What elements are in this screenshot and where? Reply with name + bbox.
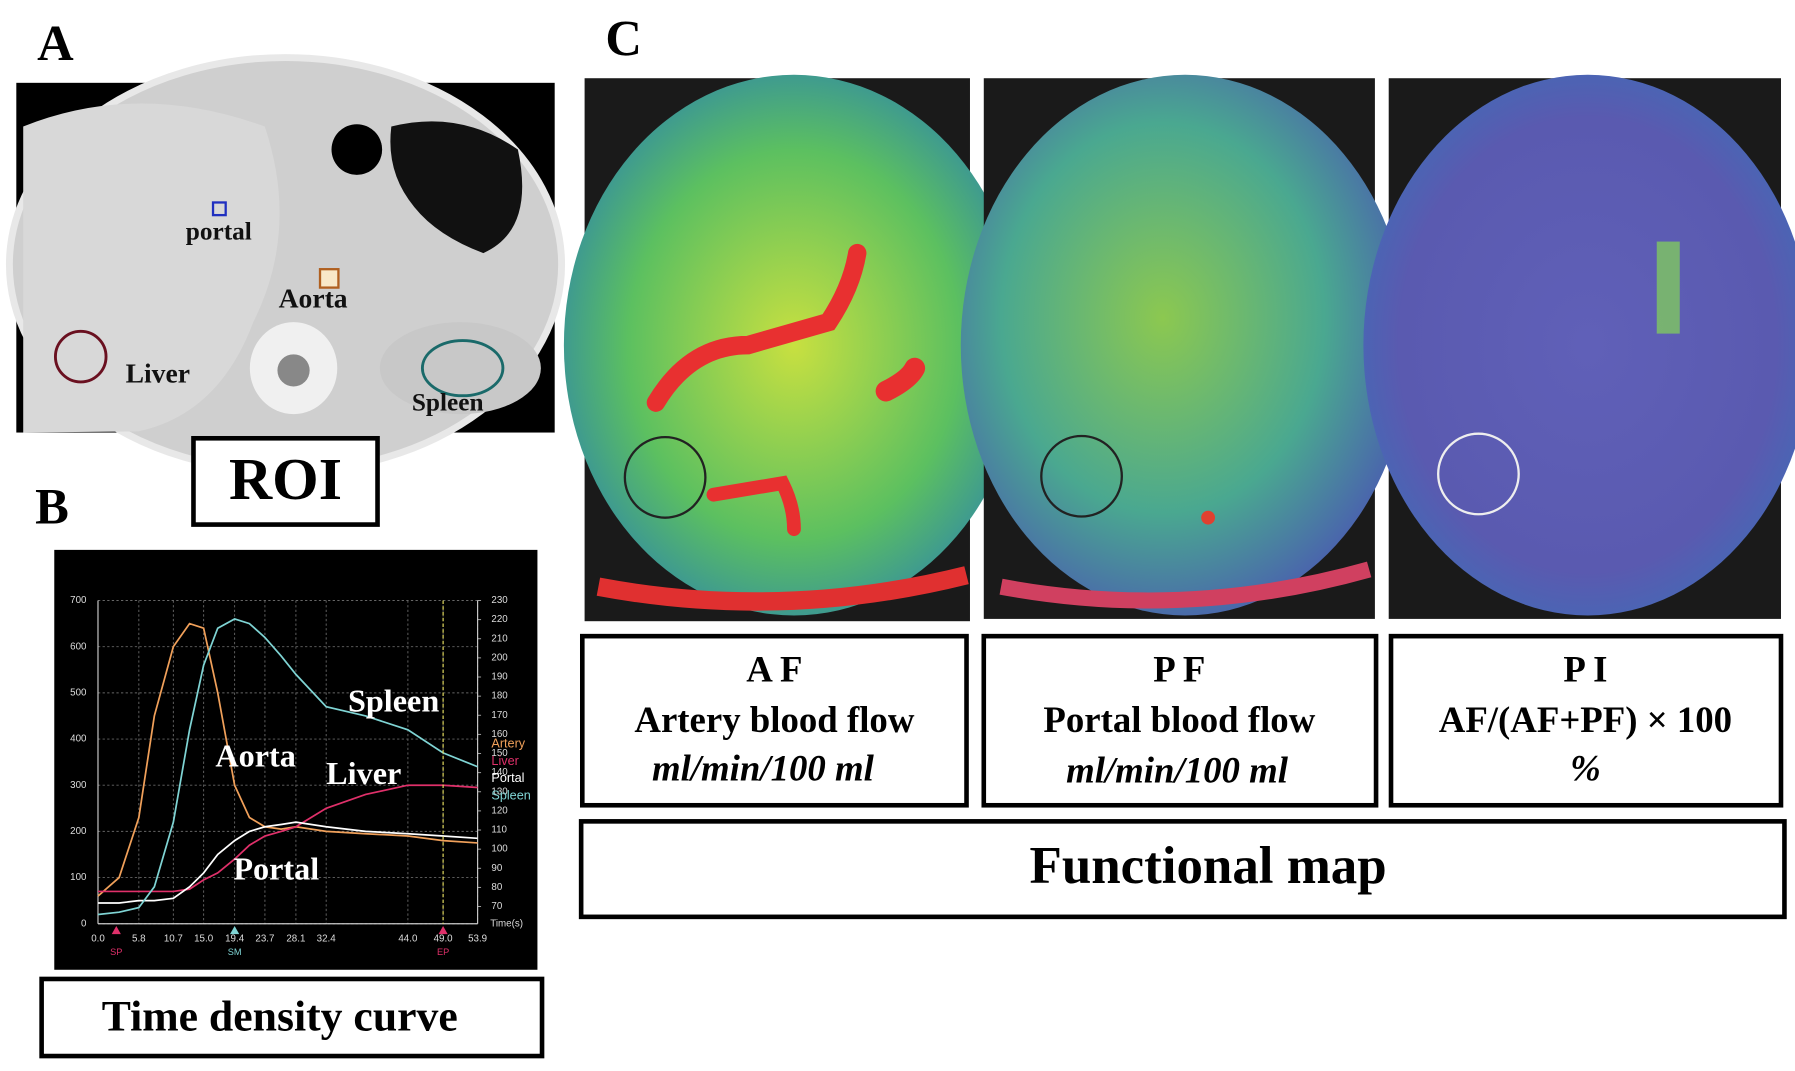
x-tick-label: 5.8 bbox=[132, 933, 146, 944]
map-name: Artery blood flow bbox=[634, 699, 914, 740]
series-line bbox=[97, 618, 478, 916]
y2-tick-label: 200 bbox=[491, 652, 508, 663]
y2-tick-label: 110 bbox=[491, 825, 507, 836]
x-tick-label: 15.0 bbox=[194, 933, 214, 944]
map-abbr: P F bbox=[1153, 648, 1205, 689]
chart: 0 100 200 300 400 500 600 700 0.0 5.8 10.7 15.0 19.4… bbox=[70, 595, 531, 957]
map-name: AF/(AF+PF) × 100 bbox=[1439, 699, 1732, 740]
y2-tick-label: 70 bbox=[491, 901, 502, 912]
time-marker bbox=[438, 926, 448, 935]
map-abbr: P I bbox=[1563, 648, 1607, 689]
marker-label: EP bbox=[437, 947, 449, 957]
caption: ROI bbox=[229, 446, 342, 512]
y2-tick-label: 80 bbox=[491, 882, 502, 893]
functional-map-image bbox=[1363, 74, 1795, 619]
ct-image bbox=[5, 54, 566, 476]
legend-entry: Portal bbox=[491, 771, 524, 785]
x-tick-label: 10.7 bbox=[164, 933, 183, 944]
y2-tick-label: 90 bbox=[491, 863, 502, 874]
y2-tick-label: 150 bbox=[491, 748, 508, 759]
roi-label: Spleen bbox=[412, 389, 484, 417]
marker-label: SP bbox=[110, 947, 122, 957]
y-tick-label: 0 bbox=[81, 918, 87, 929]
x-axis-label: Time(s) bbox=[490, 918, 523, 929]
time-marker bbox=[111, 926, 121, 935]
y-tick-label: 400 bbox=[70, 734, 87, 745]
map-name: Portal blood flow bbox=[1043, 699, 1315, 740]
y-tick-label: 200 bbox=[70, 826, 87, 837]
caption: Functional map bbox=[1030, 837, 1387, 895]
map-abbr: A F bbox=[746, 648, 802, 689]
y-tick-label: 100 bbox=[70, 872, 87, 883]
panel-label: A bbox=[37, 15, 74, 71]
map-unit: ml/min/100 ml bbox=[652, 747, 875, 788]
caption-box bbox=[39, 976, 545, 1059]
curve-annotation: Liver bbox=[326, 755, 401, 791]
time-marker bbox=[230, 926, 240, 935]
y2-tick-label: 160 bbox=[491, 729, 508, 740]
map-box bbox=[981, 633, 1379, 808]
legend-entry: Spleen bbox=[491, 788, 530, 802]
roi-label: Liver bbox=[126, 358, 190, 389]
legend-entry: Liver bbox=[491, 754, 518, 768]
y2-tick-label: 120 bbox=[491, 805, 508, 816]
panel-label: B bbox=[35, 479, 69, 535]
x-tick-label: 23.7 bbox=[255, 933, 274, 944]
curve-annotation: Portal bbox=[233, 850, 319, 886]
series-line bbox=[97, 622, 478, 897]
y-tick-label: 700 bbox=[70, 595, 87, 606]
roi-label: Aorta bbox=[279, 283, 348, 314]
panel-label: C bbox=[605, 10, 642, 66]
y2-tick-label: 100 bbox=[491, 844, 508, 855]
functional-map-image bbox=[563, 74, 1025, 622]
y2-tick-label: 230 bbox=[491, 595, 508, 606]
chart-background bbox=[54, 549, 538, 970]
caption: Time density curve bbox=[102, 992, 458, 1040]
map-box bbox=[1388, 633, 1784, 808]
y2-tick-label: 210 bbox=[491, 633, 508, 644]
y2-tick-label: 180 bbox=[491, 691, 508, 702]
curve-annotation: Aorta bbox=[215, 738, 295, 774]
x-tick-label: 28.1 bbox=[286, 933, 305, 944]
x-tick-label: 44.0 bbox=[398, 933, 418, 944]
curve-annotation: Spleen bbox=[348, 682, 439, 718]
roi-label: portal bbox=[186, 217, 252, 245]
x-tick-label: 19.4 bbox=[225, 933, 245, 944]
x-tick-label: 53.9 bbox=[468, 933, 487, 944]
legend-entry: Artery bbox=[491, 737, 525, 751]
caption-box bbox=[191, 435, 380, 527]
y2-tick-label: 190 bbox=[491, 672, 508, 683]
series-line bbox=[97, 821, 478, 904]
y-tick-label: 300 bbox=[70, 780, 87, 791]
y-tick-label: 600 bbox=[70, 641, 87, 652]
map-box bbox=[579, 633, 969, 808]
map-unit: % bbox=[1570, 747, 1601, 788]
y2-tick-label: 220 bbox=[491, 614, 508, 625]
caption-box bbox=[578, 819, 1787, 920]
y2-tick-label: 170 bbox=[491, 710, 508, 721]
y-tick-label: 500 bbox=[70, 687, 87, 698]
x-tick-label: 0.0 bbox=[91, 933, 105, 944]
map-unit: ml/min/100 ml bbox=[1066, 750, 1289, 791]
marker-label: SM bbox=[228, 947, 242, 957]
y2-tick-label: 130 bbox=[491, 786, 508, 797]
functional-map-image bbox=[960, 74, 1410, 619]
x-tick-label: 49.0 bbox=[434, 933, 454, 944]
y2-tick-label: 140 bbox=[491, 767, 508, 778]
x-tick-label: 32.4 bbox=[317, 933, 337, 944]
